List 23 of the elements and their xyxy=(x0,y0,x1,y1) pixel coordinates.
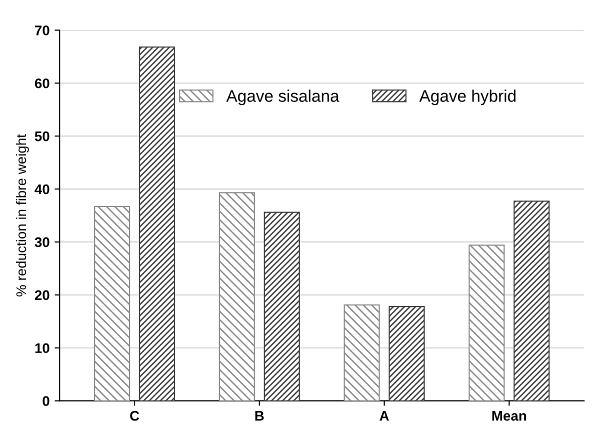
x-tick-label: Mean xyxy=(492,411,526,421)
y-axis-title: % reduction in fibre weight xyxy=(16,134,29,296)
legend-label: Agave hybrid xyxy=(419,90,516,106)
bar xyxy=(468,244,505,401)
y-tick-label: 70 xyxy=(35,26,50,36)
y-tick-label: 10 xyxy=(35,343,50,354)
y-tick-label: 20 xyxy=(34,290,50,300)
legend-label: Agave sisalana xyxy=(226,90,340,106)
bar xyxy=(94,206,130,401)
y-tick-label: 60 xyxy=(34,78,50,88)
y-tick-label: 0 xyxy=(42,396,50,406)
x-tick-label: A xyxy=(380,411,389,421)
bar xyxy=(218,192,255,401)
bar xyxy=(344,304,380,401)
bar xyxy=(138,46,176,401)
x-tick-label: C xyxy=(130,410,140,421)
bar xyxy=(264,212,300,401)
y-tick-label: 30 xyxy=(34,237,50,248)
y-tick-label: 50 xyxy=(34,131,50,142)
bar xyxy=(388,306,425,401)
y-tick-label: 40 xyxy=(34,184,50,194)
bar xyxy=(514,200,550,401)
x-tick-label: B xyxy=(255,411,264,421)
